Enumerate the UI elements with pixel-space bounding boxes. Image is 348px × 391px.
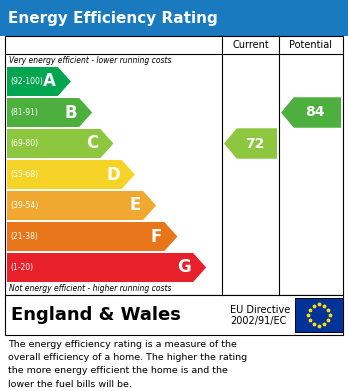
Polygon shape — [7, 129, 113, 158]
Polygon shape — [7, 253, 206, 282]
Polygon shape — [281, 97, 341, 128]
Text: (55-68): (55-68) — [10, 170, 38, 179]
Text: (69-80): (69-80) — [10, 139, 38, 148]
Bar — [5, 36, 343, 295]
Text: 72: 72 — [245, 136, 264, 151]
Polygon shape — [7, 222, 177, 251]
Text: EU Directive: EU Directive — [230, 305, 290, 315]
Text: E: E — [130, 197, 141, 215]
Text: Potential: Potential — [290, 40, 332, 50]
Text: 2002/91/EC: 2002/91/EC — [230, 316, 286, 326]
Polygon shape — [7, 67, 71, 96]
Text: C: C — [86, 135, 98, 152]
Polygon shape — [7, 191, 156, 220]
Text: The energy efficiency rating is a measure of the
overall efficiency of a home. T: The energy efficiency rating is a measur… — [8, 340, 247, 389]
Text: England & Wales: England & Wales — [11, 306, 181, 324]
Text: F: F — [151, 228, 163, 246]
Text: Energy Efficiency Rating: Energy Efficiency Rating — [8, 11, 218, 25]
Bar — [0, 0, 348, 36]
Text: A: A — [43, 72, 56, 90]
Text: B: B — [64, 104, 77, 122]
Text: Not energy efficient - higher running costs: Not energy efficient - higher running co… — [9, 284, 172, 293]
Text: G: G — [177, 258, 191, 276]
Text: (92-100): (92-100) — [10, 77, 43, 86]
Polygon shape — [224, 128, 277, 159]
Polygon shape — [7, 160, 135, 189]
Bar — [295, 298, 343, 332]
Text: (81-91): (81-91) — [10, 108, 38, 117]
Text: Current: Current — [232, 40, 269, 50]
Polygon shape — [7, 98, 92, 127]
Text: (39-54): (39-54) — [10, 201, 38, 210]
Text: (21-38): (21-38) — [10, 232, 38, 241]
Text: (1-20): (1-20) — [10, 263, 33, 272]
Text: 84: 84 — [305, 106, 325, 120]
Text: D: D — [106, 165, 120, 183]
Text: Very energy efficient - lower running costs: Very energy efficient - lower running co… — [9, 56, 172, 65]
Bar — [5, 295, 343, 335]
